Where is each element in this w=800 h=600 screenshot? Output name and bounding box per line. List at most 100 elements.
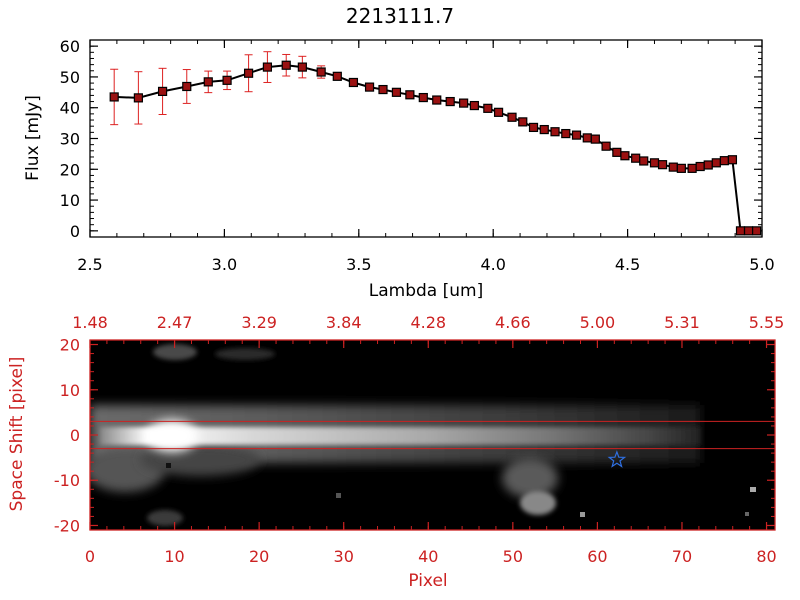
data-point-marker [561,128,571,139]
top-wavelength-label: 5.31 [664,313,700,332]
top-wavelength-label: 1.48 [72,313,108,332]
data-point-marker [695,161,705,172]
spectrum-line [114,64,757,232]
star-icon [607,450,627,468]
x-tick-label: 0 [85,547,95,566]
y-tick-label: 0 [70,426,80,445]
data-point-marker [620,151,630,161]
y-tick-label: 50 [60,68,80,87]
spectral-trace [100,427,700,445]
data-point-marker [445,96,455,107]
image-top-wavelength-labels: 1.48 2.47 3.29 3.84 4.28 4.66 5.00 5.31 5.55 [72,313,784,332]
x-tick-label: 4.5 [615,255,640,274]
data-point-marker [297,62,307,72]
dark-pixel [166,463,171,468]
spectrum-x-tick-labels: 2.5 3.0 3.5 4.0 4.5 5.0 [77,255,774,274]
x-tick-label: 20 [249,547,269,566]
spectrum-y-tick-labels: 0 10 20 30 40 50 60 [60,37,80,241]
lower-right-bright-blob [520,491,556,515]
data-point-marker [550,127,560,137]
data-point-marker [391,87,402,97]
top-wavelength-label: 3.29 [241,313,277,332]
top-wavelength-label: 3.84 [326,313,362,332]
spectral-image-panel: 0 10 20 30 40 50 60 70 80 1.48 2.47 3.29 3.84 4.28 4.… [7,313,784,591]
data-point-marker [109,92,119,102]
y-tick-label: 20 [60,336,80,355]
upper-blob [153,344,197,360]
spectrum-panel: 2.5 3.0 3.5 4.0 4.5 5.0 0 10 20 30 40 50 60 Lambda … [23,37,775,301]
data-point-marker [518,117,528,127]
data-point-marker [743,226,754,236]
x-tick-label: 10 [164,547,184,566]
y-tick-label: 60 [60,37,80,56]
y-tick-label: 30 [60,130,80,149]
data-point-marker [133,93,143,103]
x-tick-label: 4.0 [480,255,505,274]
data-point-marker [483,103,493,113]
spectrum-x-axis-label: Lambda [um] [369,281,483,301]
data-point-marker [631,153,641,163]
data-point-marker [222,75,232,85]
data-point-marker [590,134,600,144]
x-tick-label: 3.0 [212,255,237,274]
data-point-marker [711,158,721,168]
data-point-marker [657,160,668,170]
data-point-marker [719,156,729,166]
data-point-marker [687,163,697,173]
star-marker [607,450,627,468]
data-point-marker [469,100,479,111]
data-point-marker [582,133,592,143]
y-tick-label: 40 [60,99,80,118]
data-point-marker [459,98,469,108]
x-tick-label: 5.0 [749,255,774,274]
image-y-axis-label: Space Shift [pixel] [7,357,27,512]
top-wavelength-label: 2.47 [157,313,193,332]
spectrum-y-axis-label: Flux [mJy] [23,95,43,181]
data-point-marker [157,86,168,97]
data-point-marker [378,84,388,95]
data-point-marker [528,122,539,133]
data-point-marker [182,81,192,92]
top-wavelength-label: 5.00 [580,313,616,332]
spectral-image [90,344,756,526]
data-point-marker [281,60,291,70]
data-point-marker [727,155,738,165]
data-point-marker [612,147,622,157]
hot-pixel [580,512,585,517]
image-x-axis-label: Pixel [408,571,447,591]
x-tick-label: 3.5 [346,255,371,274]
top-wavelength-label: 4.28 [410,313,446,332]
y-tick-label: -20 [54,516,80,535]
x-tick-label: 70 [672,547,692,566]
data-point-marker [703,160,713,170]
data-point-marker [493,107,504,117]
data-point-marker [752,226,762,236]
hot-pixel [750,487,756,492]
data-point-marker [203,77,213,87]
data-point-marker [364,82,375,92]
top-wavelength-label: 5.55 [749,313,785,332]
data-point-marker [243,68,254,78]
bottom-blob [147,510,183,526]
data-point-marker [432,95,442,105]
data-point-marker [735,226,746,236]
data-point-marker [601,141,611,151]
data-point-marker [668,162,678,172]
data-point-marker [639,156,649,166]
data-point-marker [332,71,342,81]
data-point-marker [405,90,415,100]
y-tick-label: -10 [54,471,80,490]
data-point-marker [262,62,273,72]
hot-pixel [745,512,749,516]
upper-faint-blob [215,348,275,360]
data-point-marker [507,112,517,122]
x-tick-label: 30 [334,547,354,566]
data-point-marker [649,158,660,168]
x-tick-label: 40 [418,547,438,566]
data-point-marker [316,67,326,77]
data-point-marker [418,92,428,103]
y-tick-label: 10 [60,191,80,210]
spectrum-markers [109,60,762,236]
